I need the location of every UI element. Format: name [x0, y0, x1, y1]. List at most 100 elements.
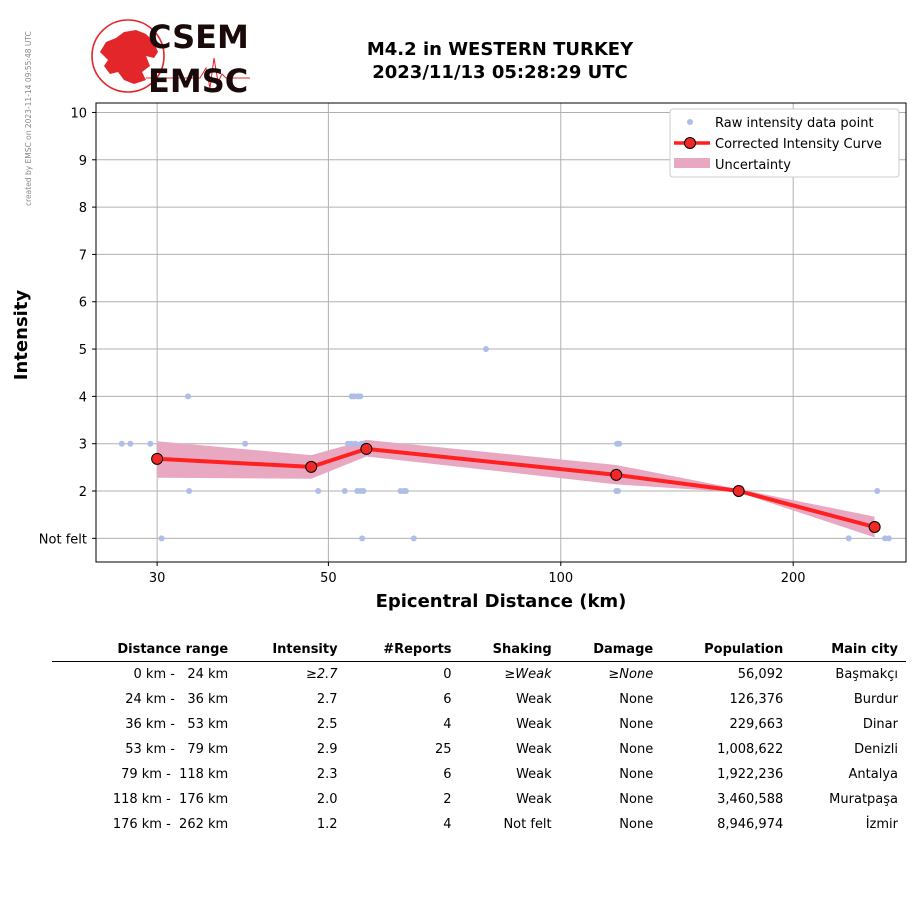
table-cell-damage: ≥None [608, 667, 654, 682]
y-tick-label: Not felt [39, 532, 87, 547]
curve-point [360, 442, 373, 455]
table-cell-city: Dinar [862, 717, 898, 732]
raw-data-point [360, 488, 367, 495]
table-cell-intensity: 2.7 [316, 692, 338, 707]
table-header-cell: Damage [559, 640, 662, 662]
table-cell-reports: 0 [443, 667, 452, 682]
raw-data-point [874, 488, 881, 495]
table-cell-dist: 118 km - 176 km [112, 792, 229, 807]
table-cell-population: 8,946,974 [717, 817, 784, 832]
table-row: 0 km - 24 km ≥2.7 0 ≥Weak ≥None 56,092 Başmakç… [52, 662, 906, 688]
table-header-cell: Main city [791, 640, 906, 662]
table-cell-population: 126,376 [729, 692, 784, 707]
legend-band-swatch [674, 158, 710, 168]
table-cell-shaking: Weak [516, 692, 552, 707]
y-axis-label: Intensity [11, 290, 32, 381]
table-header-cell: Shaking [459, 640, 560, 662]
y-tick-label: 6 [79, 296, 87, 311]
legend-curve-marker [684, 137, 696, 149]
table-cell-dist: 0 km - 24 km [133, 667, 229, 682]
grid [96, 103, 906, 562]
y-tick-label: 10 [70, 106, 87, 121]
table-cell-reports: 2 [443, 792, 452, 807]
raw-data-point [402, 488, 409, 495]
raw-data-point [186, 488, 193, 495]
table-cell-population: 1,008,622 [717, 742, 784, 757]
raw-data-point [352, 440, 359, 447]
legend-raw-label: Raw intensity data point [715, 116, 874, 131]
curve-line [156, 446, 876, 529]
table-row: 24 km - 36 km 2.7 6 Weak None 126,376 Burdur [52, 687, 906, 712]
raw-data-point [359, 535, 366, 542]
y-tick-label: 8 [79, 201, 87, 216]
table-cell-damage: None [619, 742, 654, 757]
y-tick-label: 4 [79, 390, 87, 405]
raw-data-point [614, 488, 621, 495]
table-cell-shaking: Weak [516, 717, 552, 732]
table-cell-shaking: Weak [516, 742, 552, 757]
intensity-table: Distance range Intensity #Reports Shaking Da… [52, 640, 906, 837]
table-cell-shaking: Weak [516, 792, 552, 807]
emsc-logo: CSEM EMSC [91, 18, 250, 100]
table-cell-reports: 6 [443, 692, 452, 707]
table-cell-city: Muratpaşa [829, 792, 898, 807]
table-cell-reports: 6 [443, 767, 452, 782]
table-cell-intensity: 2.3 [316, 767, 338, 782]
table-cell-population: 1,922,236 [717, 767, 784, 782]
table-row: 79 km - 118 km 2.3 6 Weak None 1,922,236 Antal… [52, 762, 906, 787]
table-row: 53 km - 79 km 2.9 25 Weak None 1,008,622 Deniz… [52, 737, 906, 762]
raw-data-point [158, 535, 165, 542]
intensity-chart: Not felt 2 3 4 5 6 7 8 9 10 30 50 100 200 Epicentral … [11, 102, 907, 612]
table-cell-population: 3,460,588 [717, 792, 784, 807]
y-tick-label: 7 [79, 248, 87, 263]
table-cell-shaking: Not felt [503, 817, 552, 832]
table-cell-damage: None [619, 767, 654, 782]
table-header-cell: #Reports [345, 640, 460, 662]
y-tick-label: 3 [79, 438, 87, 453]
intensity-table-container: Distance range Intensity #Reports Shaking Da… [52, 640, 906, 837]
raw-data-point [357, 393, 364, 400]
table-header-cell: Intensity [236, 640, 346, 662]
table-cell-city: Denizli [854, 742, 898, 757]
table-cell-population: 229,663 [729, 717, 784, 732]
legend-box [669, 108, 900, 178]
table-cell-damage: None [619, 817, 654, 832]
logo-seismogram-icon [146, 57, 250, 89]
table-cell-dist: 36 km - 53 km [125, 717, 229, 732]
legend: Raw intensity data point Corrected Inten… [669, 108, 900, 178]
table-cell-intensity: 2.9 [316, 742, 338, 757]
table-cell-dist: 176 km - 262 km [112, 817, 229, 832]
x-tick-label: 50 [320, 571, 337, 586]
raw-data-point [845, 535, 852, 542]
raw-data-point [127, 440, 134, 447]
x-axis-label: Epicentral Distance (km) [376, 591, 627, 612]
title-datetime: 2023/11/13 05:28:29 UTC [372, 62, 628, 83]
y-tick-label: 9 [79, 154, 87, 169]
curve-point [151, 452, 164, 465]
curve-point [868, 520, 881, 533]
table-cell-city: İzmir [865, 817, 898, 832]
raw-data-point [616, 440, 623, 447]
table-cell-population: 56,092 [737, 667, 784, 682]
y-tick-label: 2 [79, 485, 87, 500]
plot-frame [95, 102, 907, 563]
raw-data-point [885, 535, 892, 542]
logo-text-emsc: EMSC [148, 62, 248, 100]
table-cell-dist: 24 km - 36 km [125, 692, 229, 707]
axis-ticks: Not felt 2 3 4 5 6 7 8 9 10 30 50 100 200 [39, 106, 806, 586]
raw-data-point [118, 440, 125, 447]
table-cell-intensity: ≥2.7 [306, 667, 338, 682]
raw-data-point [315, 488, 322, 495]
table-cell-damage: None [619, 717, 654, 732]
logo-text-csem: CSEM [148, 18, 249, 56]
x-tick-label: 30 [149, 571, 166, 586]
table-cell-reports: 25 [434, 742, 452, 757]
curve-point [305, 460, 318, 473]
legend-curve-label: Corrected Intensity Curve [715, 137, 882, 152]
curve-point [610, 468, 623, 481]
table-cell-city: Burdur [853, 692, 898, 707]
uncertainty-area [157, 439, 875, 538]
raw-data-point [147, 440, 154, 447]
curve-point [732, 485, 745, 498]
legend-band-label: Uncertainty [715, 158, 791, 173]
